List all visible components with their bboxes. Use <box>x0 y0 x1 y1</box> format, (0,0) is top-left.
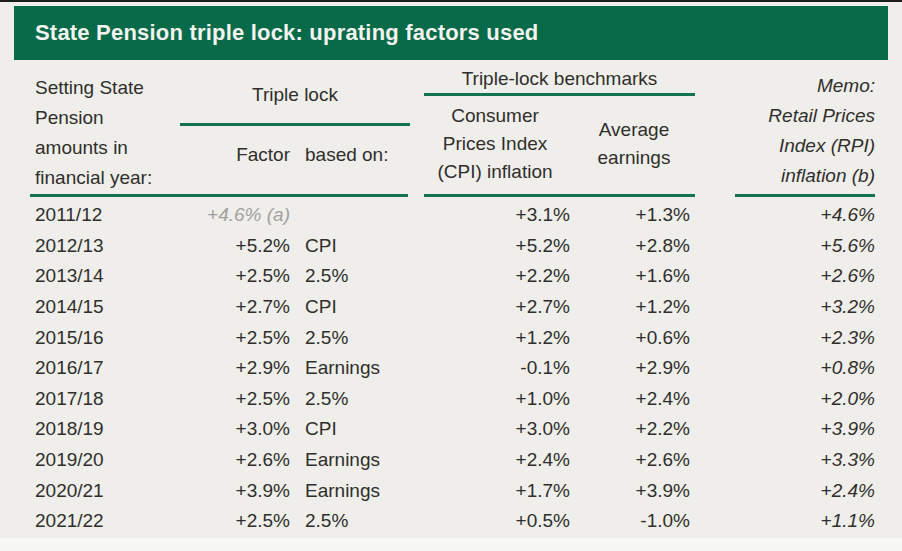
cpi-cell: +3.1% <box>420 204 570 226</box>
earnings-cell: +2.9% <box>570 357 690 379</box>
year-cell: 2011/12 <box>30 204 180 226</box>
triple-lock-group-header: Triple lock <box>180 84 410 106</box>
memo-rpi-column-header: Memo: Retail Prices Index (RPI) inflatio… <box>690 71 875 191</box>
year-cell: 2019/20 <box>30 449 180 471</box>
cpi-cell: -0.1% <box>420 357 570 379</box>
rpi-cell: +5.6% <box>690 235 875 257</box>
title-bar: State Pension triple lock: uprating fact… <box>14 6 888 60</box>
table-row: 2021/22 +2.5% 2.5% +0.5% -1.0% +1.1% <box>30 506 875 537</box>
earnings-cell: +3.9% <box>570 480 690 502</box>
cpi-cell: +5.2% <box>420 235 570 257</box>
year-cell: 2014/15 <box>30 296 180 318</box>
earnings-column-header: Average earnings <box>575 116 693 172</box>
earnings-cell: +2.4% <box>570 388 690 410</box>
table-row: 2014/15 +2.7% CPI +2.7% +1.2% +3.2% <box>30 292 875 323</box>
cpi-cell: +0.5% <box>420 510 570 532</box>
earnings-cell: +2.6% <box>570 449 690 471</box>
cpi-cell: +2.2% <box>420 265 570 287</box>
earnings-cell: -1.0% <box>570 510 690 532</box>
table-row: 2019/20 +2.6% Earnings +2.4% +2.6% +3.3% <box>30 445 875 476</box>
earnings-cell: +1.3% <box>570 204 690 226</box>
figure-root: { "title": "State Pension triple lock: u… <box>0 0 902 551</box>
factor-cell: +2.5% <box>180 327 290 349</box>
year-cell: 2015/16 <box>30 327 180 349</box>
based-on-cell: 2.5% <box>290 265 420 287</box>
rpi-cell: +4.6% <box>690 204 875 226</box>
cpi-cell: +2.7% <box>420 296 570 318</box>
cpi-cell: +1.0% <box>420 388 570 410</box>
earnings-cell: +2.2% <box>570 418 690 440</box>
year-cell: 2013/14 <box>30 265 180 287</box>
based-on-cell: 2.5% <box>290 388 420 410</box>
cpi-cell: +1.2% <box>420 327 570 349</box>
factor-cell: +4.6% (a) <box>180 204 290 226</box>
window-top-border <box>0 0 902 2</box>
table-row: 2016/17 +2.9% Earnings -0.1% +2.9% +0.8% <box>30 353 875 384</box>
year-cell: 2021/22 <box>30 510 180 532</box>
factor-cell: +2.7% <box>180 296 290 318</box>
based-on-cell: CPI <box>290 418 420 440</box>
header-rule-left <box>30 194 408 197</box>
based-on-cell: Earnings <box>290 449 420 471</box>
based-on-cell: 2.5% <box>290 327 420 349</box>
year-cell: 2020/21 <box>30 480 180 502</box>
cpi-cell: +1.7% <box>420 480 570 502</box>
rpi-cell: +2.6% <box>690 265 875 287</box>
table-body: 2011/12 +4.6% (a) +3.1% +1.3% +4.6% 2012… <box>30 200 875 537</box>
rpi-cell: +1.1% <box>690 510 875 532</box>
bottom-margin-strip <box>0 538 902 551</box>
earnings-cell: +2.8% <box>570 235 690 257</box>
table-row: 2013/14 +2.5% 2.5% +2.2% +1.6% +2.6% <box>30 261 875 292</box>
table-row: 2018/19 +3.0% CPI +3.0% +2.2% +3.9% <box>30 414 875 445</box>
year-cell: 2012/13 <box>30 235 180 257</box>
based-on-column-header: based on: <box>305 144 425 166</box>
triple-lock-underline <box>180 123 410 126</box>
factor-cell: +5.2% <box>180 235 290 257</box>
earnings-cell: +1.2% <box>570 296 690 318</box>
earnings-cell: +0.6% <box>570 327 690 349</box>
factor-cell: +2.5% <box>180 265 290 287</box>
factor-cell: +2.9% <box>180 357 290 379</box>
header-rule-right <box>735 194 875 197</box>
factor-cell: +3.0% <box>180 418 290 440</box>
benchmarks-group-header: Triple-lock benchmarks <box>424 68 695 90</box>
rpi-cell: +3.9% <box>690 418 875 440</box>
cpi-column-header: Consumer Prices Index (CPI) inflation <box>415 102 575 186</box>
year-cell: 2018/19 <box>30 418 180 440</box>
based-on-cell: Earnings <box>290 480 420 502</box>
table-row: 2017/18 +2.5% 2.5% +1.0% +2.4% +2.0% <box>30 384 875 415</box>
figure-title: State Pension triple lock: uprating fact… <box>14 20 538 46</box>
rpi-cell: +2.4% <box>690 480 875 502</box>
header-rule-middle <box>424 194 695 197</box>
rpi-cell: +3.2% <box>690 296 875 318</box>
factor-cell: +3.9% <box>180 480 290 502</box>
table-row: 2020/21 +3.9% Earnings +1.7% +3.9% +2.4% <box>30 475 875 506</box>
rpi-cell: +0.8% <box>690 357 875 379</box>
year-cell: 2016/17 <box>30 357 180 379</box>
rpi-cell: +2.0% <box>690 388 875 410</box>
rpi-cell: +2.3% <box>690 327 875 349</box>
based-on-cell: Earnings <box>290 357 420 379</box>
earnings-cell: +1.6% <box>570 265 690 287</box>
factor-cell: +2.5% <box>180 388 290 410</box>
based-on-cell: 2.5% <box>290 510 420 532</box>
based-on-cell: CPI <box>290 235 420 257</box>
table-header: Setting State Pension amounts in financi… <box>0 60 902 198</box>
factor-cell: +2.6% <box>180 449 290 471</box>
year-cell: 2017/18 <box>30 388 180 410</box>
cpi-cell: +2.4% <box>420 449 570 471</box>
table-row: 2015/16 +2.5% 2.5% +1.2% +0.6% +2.3% <box>30 322 875 353</box>
cpi-cell: +3.0% <box>420 418 570 440</box>
table-row: 2011/12 +4.6% (a) +3.1% +1.3% +4.6% <box>30 200 875 231</box>
benchmarks-underline <box>424 93 695 96</box>
table-row: 2012/13 +5.2% CPI +5.2% +2.8% +5.6% <box>30 231 875 262</box>
rpi-cell: +3.3% <box>690 449 875 471</box>
factor-cell: +2.5% <box>180 510 290 532</box>
factor-column-header: Factor <box>180 144 290 166</box>
based-on-cell: CPI <box>290 296 420 318</box>
